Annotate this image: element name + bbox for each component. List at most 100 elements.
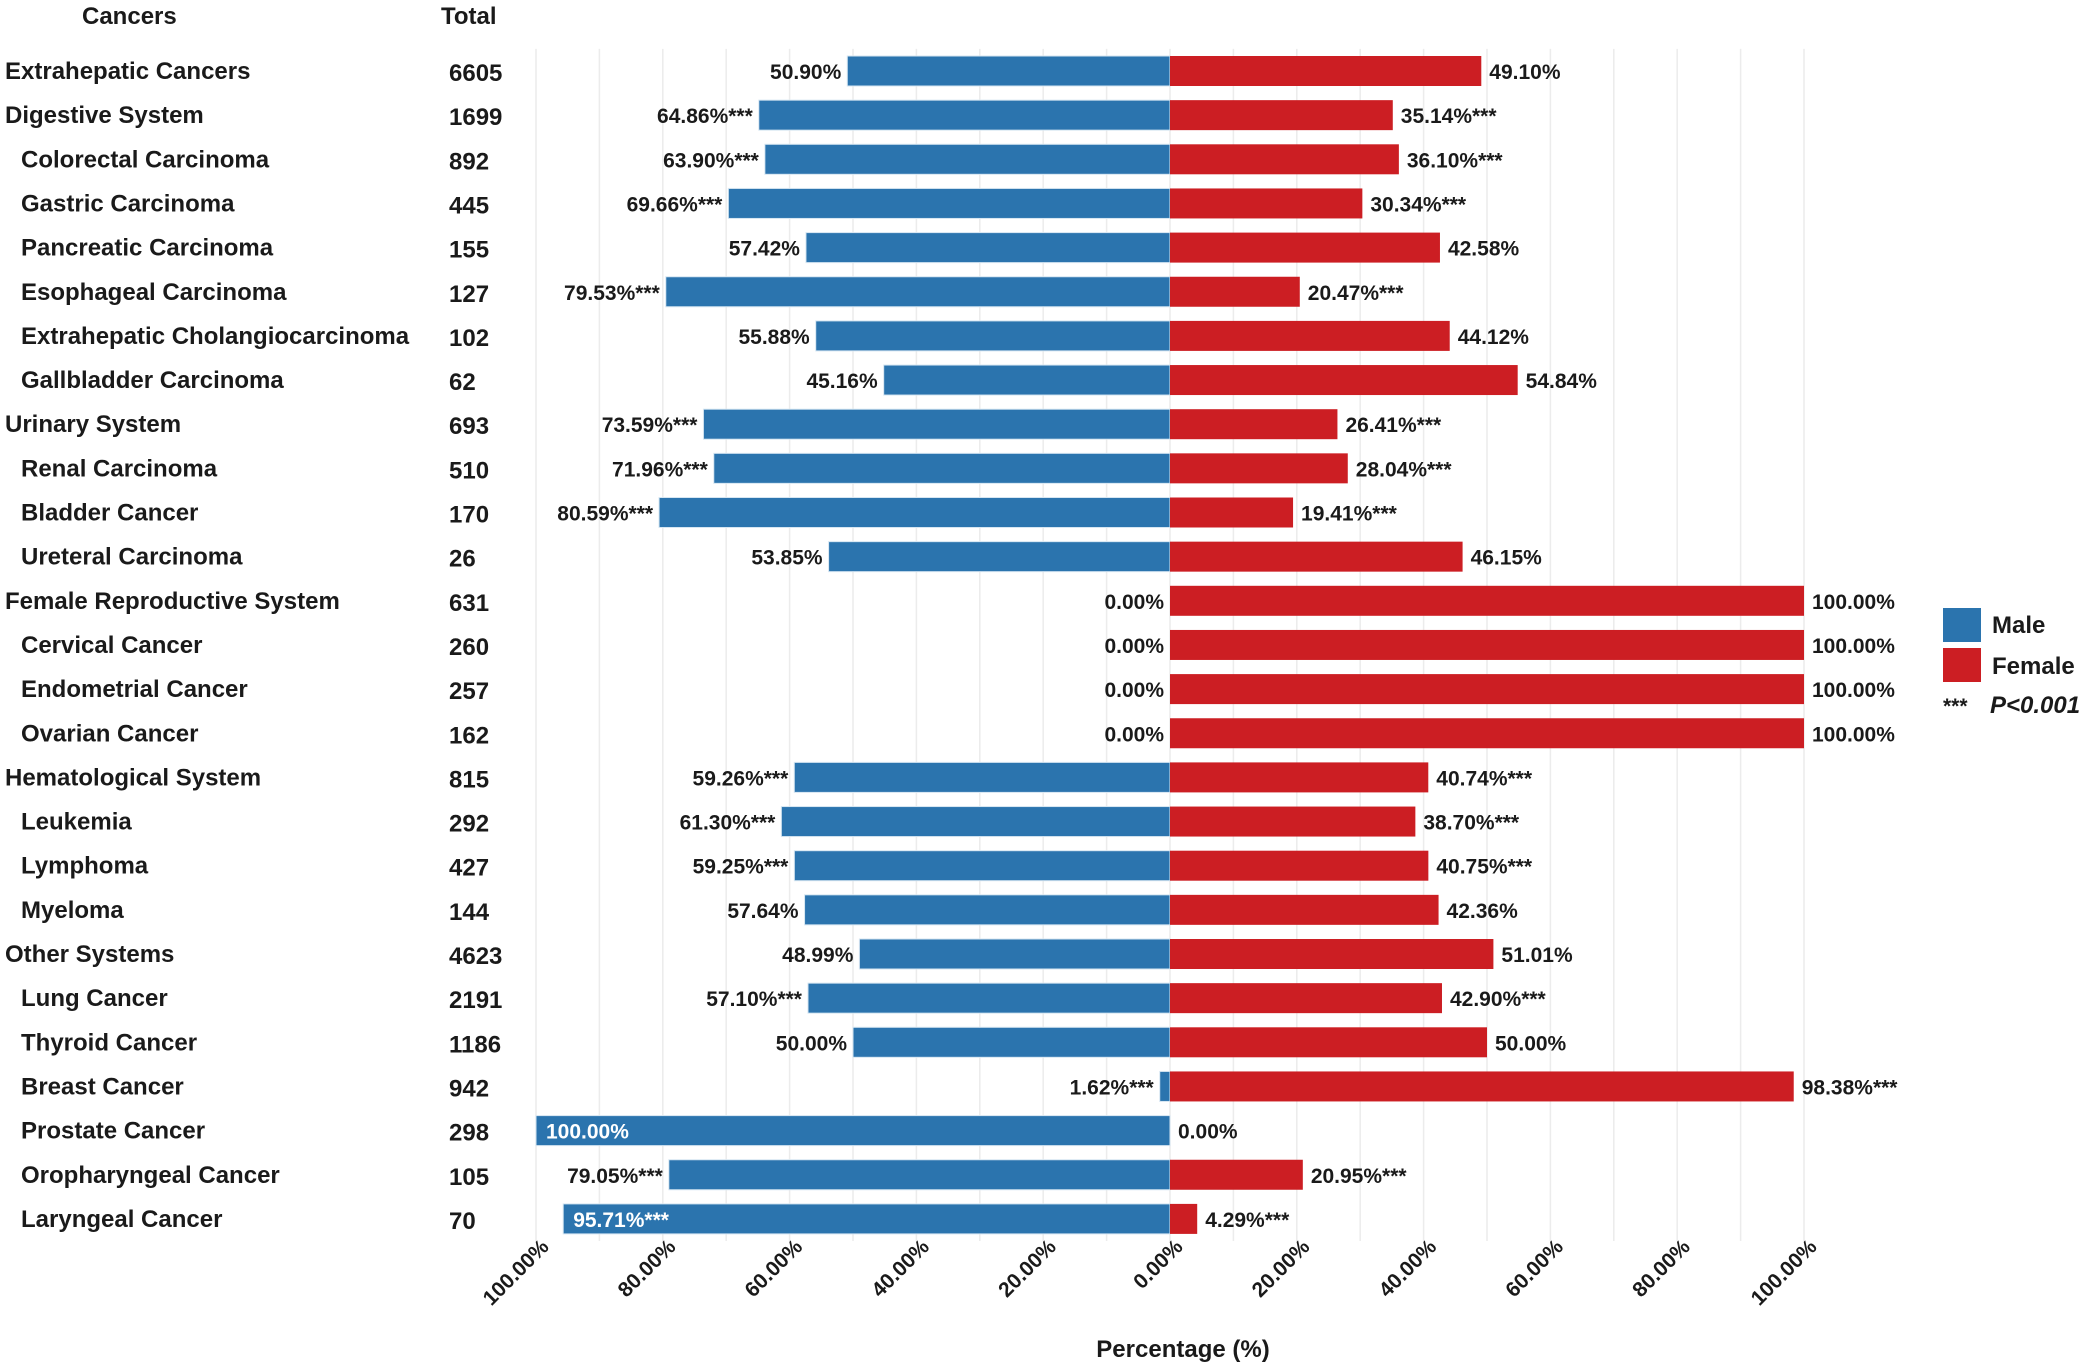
label-female: 100.00% bbox=[1812, 591, 1895, 614]
x-tick-label: 0.00% bbox=[1129, 1235, 1188, 1294]
total-value: 170 bbox=[449, 502, 489, 529]
label-female: 38.70%*** bbox=[1423, 812, 1520, 835]
label-male: 0.00% bbox=[1104, 635, 1164, 658]
total-value: 70 bbox=[449, 1208, 476, 1235]
total-value: 26 bbox=[449, 546, 476, 573]
label-male: 0.00% bbox=[1104, 679, 1164, 702]
x-axis-title: Percentage (%) bbox=[1096, 1336, 1269, 1363]
table-row: Cervical Cancer 260 0.00% 100.00% bbox=[21, 629, 1895, 661]
bar-male bbox=[764, 143, 1171, 175]
x-tick-label: 100.00% bbox=[1747, 1235, 1822, 1310]
x-tick-label: 80.00% bbox=[614, 1235, 681, 1302]
label-female: 100.00% bbox=[1812, 723, 1895, 746]
table-row: Breast Cancer 942 1.62%*** 98.38%*** bbox=[21, 1070, 1898, 1102]
bar-male bbox=[852, 1026, 1171, 1058]
bar-female bbox=[1170, 629, 1804, 660]
x-tick-label: 40.00% bbox=[867, 1235, 934, 1302]
label-male: 95.71%*** bbox=[573, 1209, 670, 1232]
category-label: Digestive System bbox=[5, 102, 204, 129]
label-male: 50.90% bbox=[770, 61, 842, 84]
label-male: 53.85% bbox=[751, 547, 823, 570]
label-male: 50.00% bbox=[776, 1032, 848, 1055]
table-row: Esophageal Carcinoma 127 79.53%*** 20.47%**… bbox=[21, 276, 1405, 308]
bar-female bbox=[1170, 144, 1399, 175]
legend-swatch-female bbox=[1943, 648, 1981, 682]
total-value: 1699 bbox=[449, 104, 502, 131]
category-label: Renal Carcinoma bbox=[21, 455, 218, 482]
label-female: 44.12% bbox=[1458, 326, 1530, 349]
total-value: 298 bbox=[449, 1120, 489, 1147]
header-cancers: Cancers bbox=[82, 3, 177, 30]
table-row: Lung Cancer 2191 57.10%*** 42.90%*** bbox=[21, 982, 1547, 1014]
total-value: 631 bbox=[449, 590, 489, 617]
category-label: Gastric Carcinoma bbox=[21, 190, 235, 217]
legend-swatch-male bbox=[1943, 608, 1981, 642]
category-label: Prostate Cancer bbox=[21, 1118, 205, 1145]
label-male: 63.90%*** bbox=[663, 149, 760, 172]
label-male: 45.16% bbox=[806, 370, 878, 393]
total-value: 127 bbox=[449, 281, 489, 308]
category-label: Endometrial Cancer bbox=[21, 676, 248, 703]
total-value: 2191 bbox=[449, 987, 502, 1014]
bar-female bbox=[1170, 894, 1439, 925]
table-row: Colorectal Carcinoma 892 63.90%*** 36.10%**… bbox=[21, 143, 1504, 175]
total-value: 62 bbox=[449, 369, 476, 396]
bar-female bbox=[1170, 806, 1416, 837]
bar-female bbox=[1170, 276, 1300, 307]
category-label: Ureteral Carcinoma bbox=[21, 544, 243, 571]
bar-female bbox=[1170, 100, 1393, 131]
table-row: Gallbladder Carcinoma 62 45.16% 54.84% bbox=[21, 364, 1597, 396]
total-value: 815 bbox=[449, 766, 489, 793]
label-female: 42.58% bbox=[1448, 238, 1520, 261]
label-male: 57.10%*** bbox=[706, 988, 803, 1011]
table-row: Myeloma 144 57.64% 42.36% bbox=[21, 894, 1519, 926]
bar-male bbox=[883, 364, 1171, 396]
bar-female bbox=[1170, 585, 1804, 616]
table-row: Laryngeal Cancer 70 95.71%*** 4.29%*** bbox=[21, 1203, 1290, 1235]
bar-female bbox=[1170, 320, 1450, 351]
label-male: 0.00% bbox=[1104, 591, 1164, 614]
total-value: 445 bbox=[449, 192, 489, 219]
label-female: 36.10%*** bbox=[1407, 149, 1504, 172]
label-male: 59.26%*** bbox=[693, 767, 790, 790]
total-value: 427 bbox=[449, 855, 489, 882]
bar-male bbox=[727, 187, 1171, 219]
bar-male bbox=[665, 276, 1171, 308]
bar-female bbox=[1170, 718, 1804, 749]
total-value: 155 bbox=[449, 237, 489, 264]
x-tick-label: 40.00% bbox=[1375, 1235, 1442, 1302]
bar-female bbox=[1170, 497, 1294, 528]
bar-male bbox=[793, 850, 1171, 882]
bar-male bbox=[815, 320, 1171, 352]
header-total: Total bbox=[441, 3, 497, 30]
table-row: Hematological System 815 59.26%*** 40.74%**… bbox=[5, 761, 1533, 793]
label-female: 26.41%*** bbox=[1345, 414, 1442, 437]
label-male: 57.42% bbox=[729, 238, 801, 261]
label-female: 20.47%*** bbox=[1308, 282, 1405, 305]
label-male: 0.00% bbox=[1104, 723, 1164, 746]
label-male: 48.99% bbox=[782, 944, 854, 967]
bar-male bbox=[758, 99, 1171, 131]
category-label: Gallbladder Carcinoma bbox=[21, 367, 284, 394]
label-female: 46.15% bbox=[1471, 547, 1543, 570]
label-male: 71.96%*** bbox=[612, 458, 709, 481]
category-label: Myeloma bbox=[21, 897, 124, 924]
rows: Extrahepatic Cancers 6605 50.90% 49.10% Dige… bbox=[5, 55, 1898, 1235]
category-label: Pancreatic Carcinoma bbox=[21, 235, 274, 262]
category-label: Cervical Cancer bbox=[21, 632, 202, 659]
legend-note-text: P<0.001 bbox=[1990, 692, 2080, 719]
bar-female bbox=[1170, 1027, 1487, 1058]
bar-male bbox=[804, 894, 1171, 926]
table-row: Ureteral Carcinoma 26 53.85% 46.15% bbox=[21, 541, 1543, 573]
table-row: Urinary System 693 73.59%*** 26.41%*** bbox=[5, 408, 1442, 440]
table-row: Extrahepatic Cancers 6605 50.90% 49.10% bbox=[5, 55, 1561, 87]
total-value: 102 bbox=[449, 325, 489, 352]
total-value: 144 bbox=[449, 899, 490, 926]
label-male: 64.86%*** bbox=[657, 105, 754, 128]
total-value: 4623 bbox=[449, 943, 502, 970]
label-female: 42.36% bbox=[1447, 900, 1519, 923]
total-value: 162 bbox=[449, 722, 489, 749]
bar-female bbox=[1170, 1071, 1794, 1102]
legend-note-stars: *** bbox=[1943, 695, 1968, 718]
table-row: Bladder Cancer 170 80.59%*** 19.41%*** bbox=[21, 497, 1398, 529]
